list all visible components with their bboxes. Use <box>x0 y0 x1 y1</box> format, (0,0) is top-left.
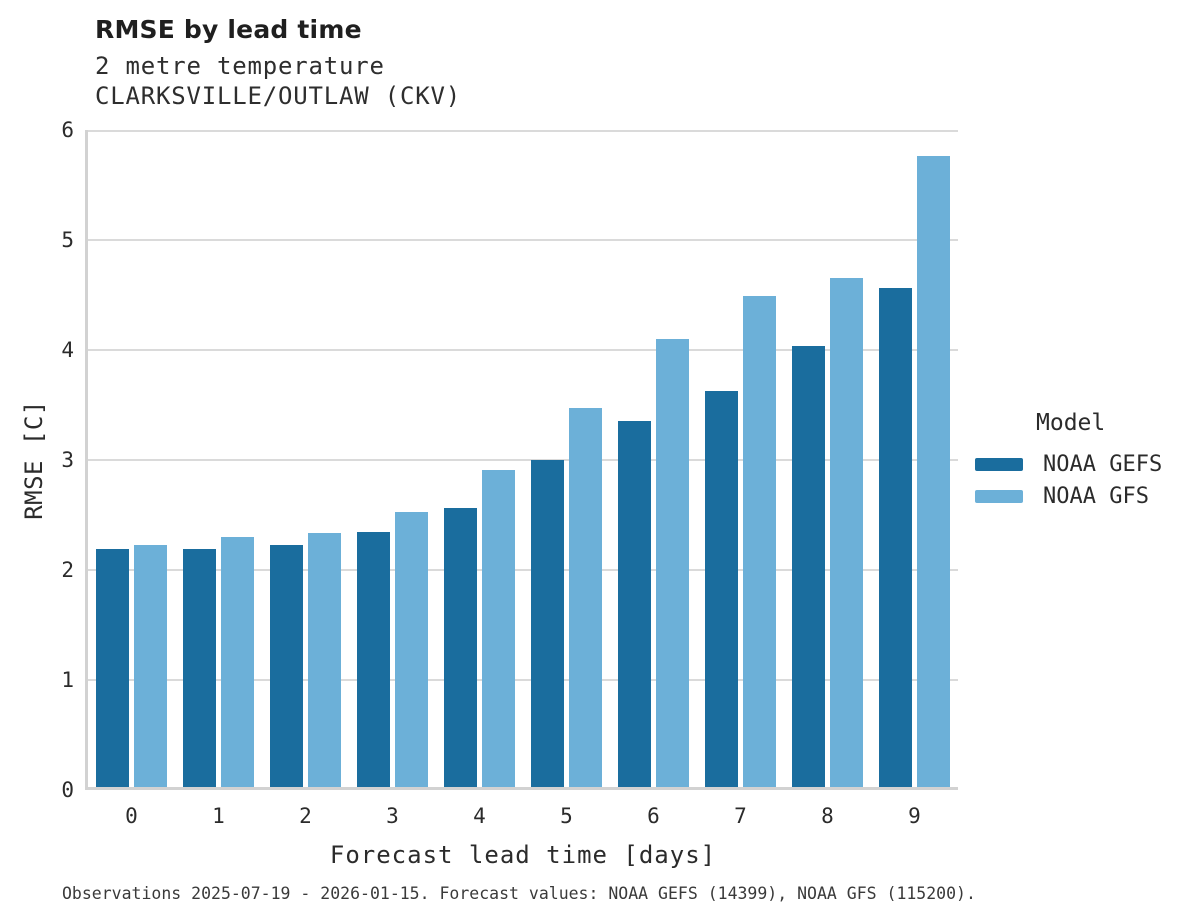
bar-noaa-gfs-day-2[interactable] <box>308 532 341 787</box>
bar-group-day-9 <box>871 130 958 787</box>
gridline-y1 <box>88 679 958 681</box>
bar-group-day-4 <box>436 130 523 787</box>
y-tick-6: 6 <box>61 118 74 142</box>
x-tick-3: 3 <box>386 804 399 828</box>
bar-noaa-gfs-day-8[interactable] <box>830 277 863 787</box>
bar-group-day-3 <box>349 130 436 787</box>
bar-group-day-8 <box>784 130 871 787</box>
x-tick-2: 2 <box>299 804 312 828</box>
x-axis-label: Forecast lead time [days] <box>329 841 717 869</box>
bar-group-day-7 <box>697 130 784 787</box>
bar-noaa-gefs-day-5[interactable] <box>531 460 564 787</box>
bar-noaa-gfs-day-9[interactable] <box>917 155 950 787</box>
footer-caption: Observations 2025-07-19 - 2026-01-15. Fo… <box>62 884 976 903</box>
gridline-y6 <box>88 130 958 132</box>
legend-item-noaa-gefs[interactable]: NOAA GEFS <box>975 448 1185 480</box>
legend-title: Model <box>1036 410 1106 436</box>
x-tick-7: 7 <box>734 804 747 828</box>
bar-noaa-gfs-day-4[interactable] <box>482 470 515 787</box>
bar-noaa-gfs-day-3[interactable] <box>395 512 428 787</box>
chart-subtitle: 2 metre temperature CLARKSVILLE/OUTLAW (C… <box>95 51 461 111</box>
bar-noaa-gfs-day-1[interactable] <box>221 537 254 787</box>
bar-noaa-gefs-day-2[interactable] <box>270 545 303 787</box>
y-tick-4: 4 <box>61 338 74 362</box>
legend-item-label: NOAA GFS <box>1043 483 1149 509</box>
x-tick-1: 1 <box>212 804 225 828</box>
x-tick-0: 0 <box>125 804 138 828</box>
chart-title: RMSE by lead time <box>95 15 362 44</box>
bar-noaa-gfs-day-7[interactable] <box>743 296 776 787</box>
x-tick-5: 5 <box>560 804 573 828</box>
bar-group-day-2 <box>262 130 349 787</box>
y-tick-5: 5 <box>61 228 74 252</box>
legend: Model NOAA GEFS NOAA GFS <box>975 410 1185 512</box>
bar-noaa-gfs-day-0[interactable] <box>134 545 167 787</box>
gridline-y5 <box>88 239 958 241</box>
bar-noaa-gefs-day-3[interactable] <box>357 531 390 787</box>
bar-group-day-1 <box>175 130 262 787</box>
y-tick-0: 0 <box>61 778 74 802</box>
subtitle-variable: 2 metre temperature <box>95 52 385 80</box>
gridline-y4 <box>88 349 958 351</box>
x-tick-6: 6 <box>647 804 660 828</box>
bar-noaa-gefs-day-9[interactable] <box>879 287 912 787</box>
bar-noaa-gefs-day-8[interactable] <box>792 345 825 787</box>
legend-item-label: NOAA GEFS <box>1043 451 1163 477</box>
bars-row <box>88 130 958 787</box>
bar-noaa-gefs-day-1[interactable] <box>183 549 216 787</box>
subtitle-station: CLARKSVILLE/OUTLAW (CKV) <box>95 82 461 110</box>
x-tick-8: 8 <box>821 804 834 828</box>
bar-noaa-gefs-day-7[interactable] <box>705 391 738 787</box>
legend-items: NOAA GEFS NOAA GFS <box>975 448 1185 512</box>
bar-noaa-gfs-day-5[interactable] <box>569 407 602 787</box>
legend-item-noaa-gfs[interactable]: NOAA GFS <box>975 480 1185 512</box>
plot-area <box>85 130 958 790</box>
gridline-y3 <box>88 459 958 461</box>
y-tick-3: 3 <box>61 448 74 472</box>
x-tick-4: 4 <box>473 804 486 828</box>
bar-group-day-5 <box>523 130 610 787</box>
legend-swatch-icon <box>975 457 1023 471</box>
x-tick-9: 9 <box>908 804 921 828</box>
bar-noaa-gefs-day-0[interactable] <box>96 549 129 787</box>
legend-swatch-icon <box>975 489 1023 503</box>
bar-noaa-gefs-day-4[interactable] <box>444 507 477 787</box>
bar-noaa-gefs-day-6[interactable] <box>618 420 651 787</box>
bar-group-day-6 <box>610 130 697 787</box>
x-axis-tick-labels: 0 1 2 3 4 5 6 7 8 9 <box>88 804 958 828</box>
y-tick-2: 2 <box>61 558 74 582</box>
y-tick-1: 1 <box>61 668 74 692</box>
bar-group-day-0 <box>88 130 175 787</box>
bar-noaa-gfs-day-6[interactable] <box>656 339 689 787</box>
gridline-y2 <box>88 569 958 571</box>
